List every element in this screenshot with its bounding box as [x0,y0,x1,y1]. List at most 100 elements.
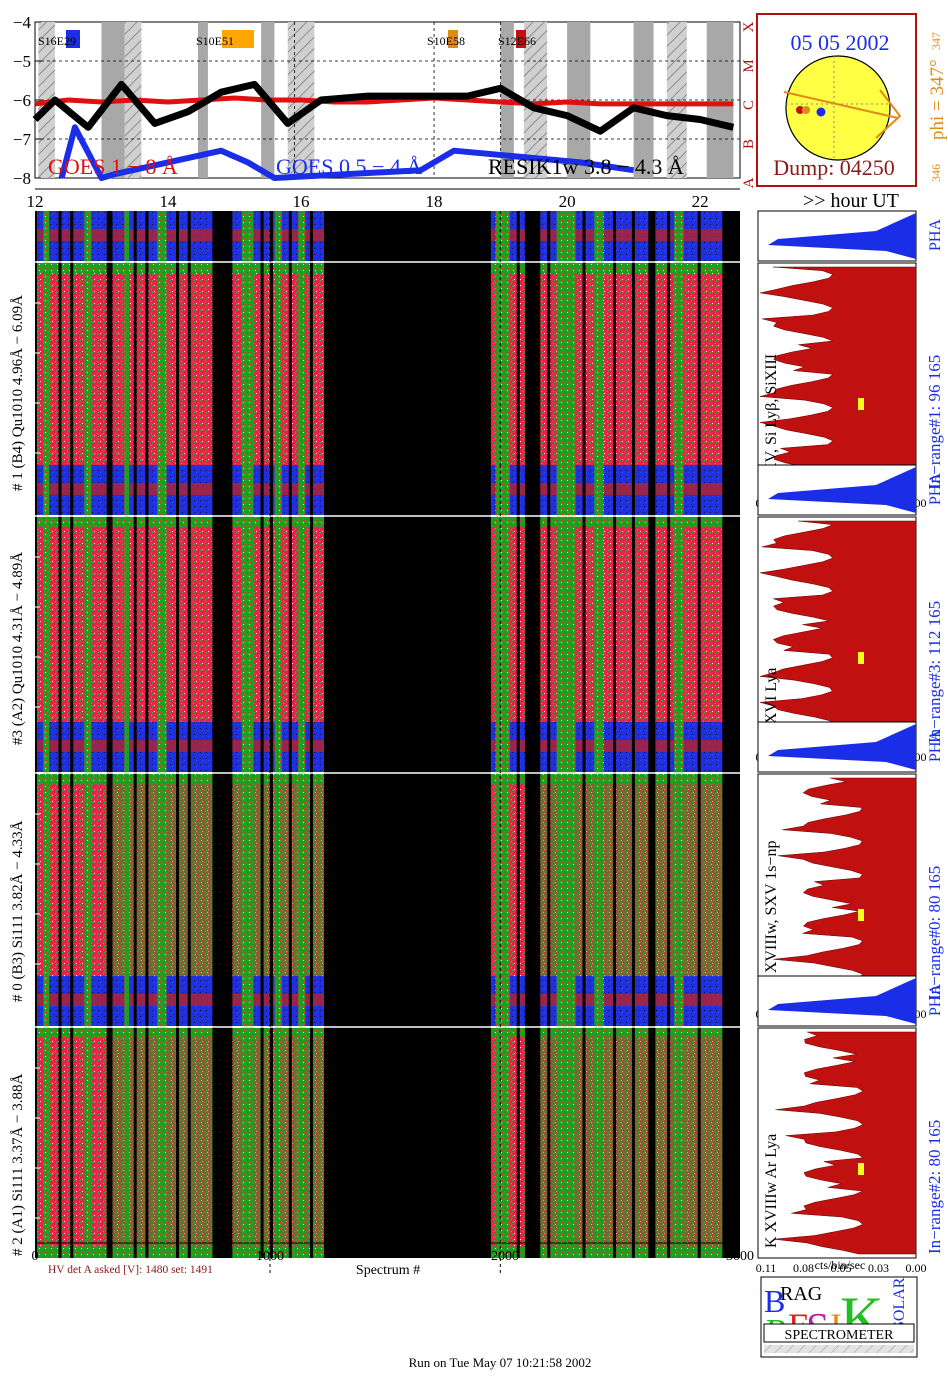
spectrogram-separator [70,722,74,1004]
hour-label: >> hour UT [803,190,899,212]
logo-letter-r: RAG [780,1283,822,1305]
spectrum-marker [858,1163,864,1175]
hour-tick-label: 14 [160,192,178,211]
spectrogram-separator [582,722,586,1004]
spectrogram-gap [35,465,37,747]
spectrogram-green-column [124,211,129,493]
spectrogram-separator [309,465,313,747]
spectrogram-separator [582,976,586,1258]
spectrogram-green-column [298,465,306,747]
spectrogram-gap [35,211,37,493]
spectrogram-separator [582,211,586,493]
flare-label: S12E66 [498,34,536,48]
spectrogram-separator [187,211,191,493]
spectrogram-green-column [556,465,576,747]
inrange-label: In−range#1: 96 165 [925,355,944,489]
hour-tick-label: 20 [559,192,576,211]
spectrogram-green-column [241,465,254,747]
spectrum-marker [858,909,864,921]
spectrogram-separator [516,211,520,493]
spectrogram-green-column [674,211,684,493]
pha-label: PHA [927,730,944,762]
detector-label: #3 (A2) Qu1010 4.31Å − 4.89Å [10,552,26,745]
pha-spectrum [768,213,916,259]
spectrogram-separator [631,465,635,747]
spectrogram-separator [547,465,551,747]
spectrum-tick-label: 1000 [256,1249,284,1264]
spectrogram-green-column [674,465,684,747]
spectrogram-separator [516,976,520,1258]
detector-panels: HV det B asked [V]: 1419 set: 1465# 1 (B… [10,210,944,1276]
spectrogram-separator [145,722,149,1004]
spectrogram-green-column [157,465,167,747]
spectrogram-green-column [241,211,254,493]
spectrum-area [759,266,917,490]
line-label: S XVI Lya [763,668,780,737]
sun-axis-line [783,91,899,119]
spectrogram-separator [516,722,520,1004]
spectrogram-separator [133,211,137,493]
detector-panel-3: HV det A asked [V]: 1480 set: 1491 # 2 (A… [10,975,944,1276]
logo-frame [760,1276,918,1358]
detector-panel-0: HV det B asked [V]: 1419 set: 1465# 1 (B… [10,210,944,511]
hour-tick-label: 18 [426,192,443,211]
spectrogram-green-overlay [655,1028,723,1258]
spectrogram-gap [648,465,656,747]
spectrogram-separator [270,465,273,747]
spectrogram-green-column [298,211,306,493]
spectrogram-separator [133,976,137,1258]
spectrogram-green-overlay [540,774,649,1004]
line-label: Ar XVIIIw, SXV 1s−np [763,841,780,994]
spectrogram-separator [613,722,617,1004]
spectrogram-separator [145,211,149,493]
goes-flare-labels: S16E29 S10E51 S10E58 S12E66 [38,30,536,48]
pha-label: PHA [927,473,944,505]
spectrogram-gap [324,722,491,1004]
spectrogram-green-overlay [105,774,214,1004]
sun-spot-blue [816,107,826,117]
spectrogram-separator [667,976,671,1258]
spectrogram-separator [667,722,671,1004]
spectrogram-green-column [84,722,92,1004]
spectrogram-gap [212,465,233,747]
sun-dump: Dump: 04250 [773,155,895,180]
spectrogram-green-column [43,722,50,1004]
spectrogram-separator [270,976,273,1258]
spectrogram-separator [270,722,273,1004]
spectrogram-separator [547,976,551,1258]
inrange-label: In−range#2: 80 165 [925,1120,944,1254]
spectrogram-gap [212,976,233,1258]
line-label: SXV, Si Lyβ, SiXIII [763,354,780,483]
spectrogram-separator [631,976,635,1258]
spectrogram-green-column [84,211,92,493]
spectrogram-separator [176,465,179,747]
spectrum-axis: 0 1000 2000 3000 [32,1242,754,1264]
spectrogram-green-column [43,465,50,747]
spectrogram-gap [212,211,233,493]
spectrogram-separator [260,465,264,747]
detector-panel-1: HV det A asked [V]: 1480 set: 1491#3 (A2… [10,464,944,765]
spectrum-marker [858,652,864,664]
hour-tick-label: 22 [692,192,709,211]
goes-series-1 [58,124,635,181]
detector-label: # 0 (B3) Si111 3.82Å − 4.33Å [10,820,26,1002]
spectrum-tick-label: 0.03 [868,1261,889,1275]
sun-phi-small-top: 347 [929,32,943,50]
goes-series [32,80,735,181]
spectrogram-separator [187,465,191,747]
spectrogram-gap [524,465,541,747]
spectrogram-gap [109,722,112,1004]
spectrogram-separator [667,211,671,493]
spectrogram-separator [309,976,313,1258]
spectrogram-green-column [274,465,282,747]
spectrogram-separator [613,211,617,493]
spectrogram-separator [58,976,62,1258]
spectrum-tick-label: 0.08 [793,1261,814,1275]
hour-tick-label: 12 [27,192,44,211]
spectrogram-green-column [43,211,50,493]
pha-label: PHA [927,219,944,251]
sun-spot-orange [802,106,810,114]
spectrogram-separator [288,211,292,493]
goes-y-tick-label: −7 [13,130,32,149]
spectrogram-separator [547,722,551,1004]
